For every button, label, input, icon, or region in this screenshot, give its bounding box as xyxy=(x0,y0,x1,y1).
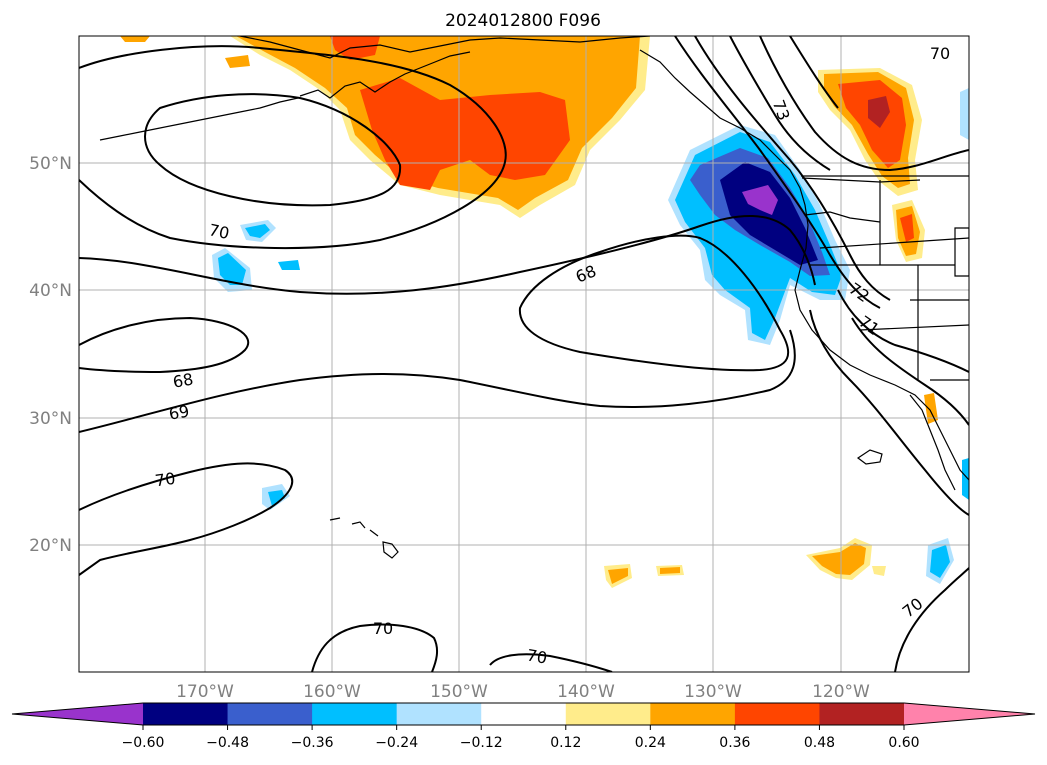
lat-label: 50°N xyxy=(29,154,72,174)
colorbar: −0.60 −0.48 −0.36 −0.24 −0.12 0.12 0.24 0.36 0.4… xyxy=(11,702,1036,751)
lon-label: 170°W xyxy=(176,682,234,702)
height-contours xyxy=(79,36,969,672)
contour-label: 70 xyxy=(207,220,231,243)
colorbar-segment xyxy=(312,703,398,725)
colorbar-extend-low xyxy=(12,703,143,725)
colorbar-tick-label: 0.48 xyxy=(804,735,835,751)
colorbar-tick-label: 0.36 xyxy=(719,735,750,751)
colorbar-tick-label: −0.60 xyxy=(122,735,165,751)
contour-line xyxy=(729,36,831,171)
contour-line xyxy=(144,93,402,207)
contour-label: 69 xyxy=(167,401,190,423)
contour-label: 70 xyxy=(373,619,393,638)
contour-line xyxy=(894,567,969,672)
contour-line xyxy=(489,653,613,672)
colorbar-segment xyxy=(650,703,736,725)
lon-label: 160°W xyxy=(303,682,361,702)
contour-line xyxy=(837,289,969,373)
lat-label: 20°N xyxy=(29,536,72,556)
contour-line xyxy=(759,36,969,172)
lon-label: 140°W xyxy=(557,682,615,702)
map-frame xyxy=(78,35,970,673)
colorbar-tick-label: 0.24 xyxy=(635,735,666,751)
colorbar-tick-label: −0.36 xyxy=(291,735,334,751)
colorbar-segment xyxy=(565,703,651,725)
colorbar-segment xyxy=(819,703,905,725)
lon-label: 120°W xyxy=(812,682,870,702)
contour-line xyxy=(311,623,439,672)
contour-label: 70 xyxy=(154,469,177,491)
colorbar-tick-label: 0.60 xyxy=(888,735,919,751)
colorbar-tick-label: −0.12 xyxy=(460,735,503,751)
contour-line xyxy=(809,309,969,516)
contour-line xyxy=(79,215,816,295)
lon-label: 150°W xyxy=(430,682,488,702)
colorbar-tick-label: −0.24 xyxy=(375,735,418,751)
colorbar-segment xyxy=(396,703,482,725)
colorbar-segment xyxy=(143,703,229,725)
contour-line xyxy=(694,36,891,301)
longitude-labels: 170°W 160°W 150°W 140°W 130°W 120°W xyxy=(176,682,870,702)
colorbar-segment xyxy=(481,703,567,725)
contour-line xyxy=(518,234,790,372)
colorbar-segment xyxy=(227,703,313,725)
contour-line xyxy=(851,317,969,426)
colorbar-tick-label: −0.48 xyxy=(206,735,249,751)
colorbar-extend-high xyxy=(904,703,1035,725)
latitude-labels: 50°N 40°N 30°N 20°N xyxy=(29,154,72,556)
contour-line xyxy=(789,36,839,109)
contour-line xyxy=(79,45,507,250)
colorbar-tick-label: 0.12 xyxy=(550,735,581,751)
contour-label: 68 xyxy=(171,369,194,391)
map-title: 2024012800 F096 xyxy=(445,11,601,31)
contour-line xyxy=(79,462,294,576)
lat-label: 30°N xyxy=(29,409,72,429)
contour-line xyxy=(79,329,796,433)
contour-line xyxy=(79,316,250,374)
contour-label: 70 xyxy=(525,645,548,667)
lon-label: 130°W xyxy=(684,682,742,702)
contour-label: 70 xyxy=(930,44,950,63)
contour-line xyxy=(674,36,881,309)
lat-label: 40°N xyxy=(29,281,72,301)
colorbar-segment xyxy=(734,703,820,725)
coastlines xyxy=(99,36,969,559)
map-area: 70 68 69 70 68 72 71 73 70 70 70 70 xyxy=(79,36,969,672)
